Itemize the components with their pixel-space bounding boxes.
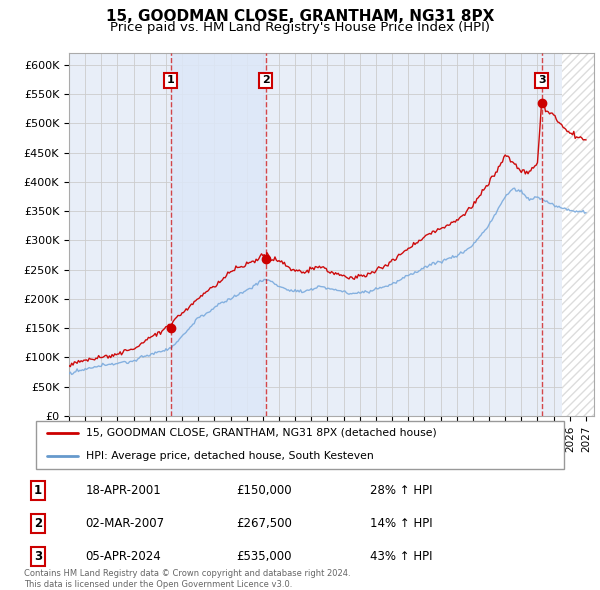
Text: 14% ↑ HPI: 14% ↑ HPI: [370, 517, 433, 530]
Text: Price paid vs. HM Land Registry's House Price Index (HPI): Price paid vs. HM Land Registry's House …: [110, 21, 490, 34]
Text: £150,000: £150,000: [236, 484, 292, 497]
FancyBboxPatch shape: [36, 421, 564, 469]
Text: £267,500: £267,500: [236, 517, 292, 530]
Text: Contains HM Land Registry data © Crown copyright and database right 2024.
This d: Contains HM Land Registry data © Crown c…: [24, 569, 350, 589]
Text: 3: 3: [34, 550, 42, 563]
Text: 2: 2: [262, 76, 269, 86]
Text: 3: 3: [538, 76, 545, 86]
Bar: [562, 53, 594, 416]
Text: 02-MAR-2007: 02-MAR-2007: [85, 517, 164, 530]
Text: 1: 1: [34, 484, 42, 497]
Text: 2: 2: [34, 517, 42, 530]
Text: 1: 1: [167, 76, 175, 86]
Text: HPI: Average price, detached house, South Kesteven: HPI: Average price, detached house, Sout…: [86, 451, 374, 461]
Text: £535,000: £535,000: [236, 550, 292, 563]
Text: 15, GOODMAN CLOSE, GRANTHAM, NG31 8PX (detached house): 15, GOODMAN CLOSE, GRANTHAM, NG31 8PX (d…: [86, 428, 437, 438]
Text: 28% ↑ HPI: 28% ↑ HPI: [370, 484, 433, 497]
Bar: [562, 53, 594, 416]
Text: 05-APR-2024: 05-APR-2024: [85, 550, 161, 563]
Text: 43% ↑ HPI: 43% ↑ HPI: [370, 550, 433, 563]
Text: 18-APR-2001: 18-APR-2001: [85, 484, 161, 497]
Bar: [171, 53, 266, 416]
Text: 15, GOODMAN CLOSE, GRANTHAM, NG31 8PX: 15, GOODMAN CLOSE, GRANTHAM, NG31 8PX: [106, 9, 494, 24]
